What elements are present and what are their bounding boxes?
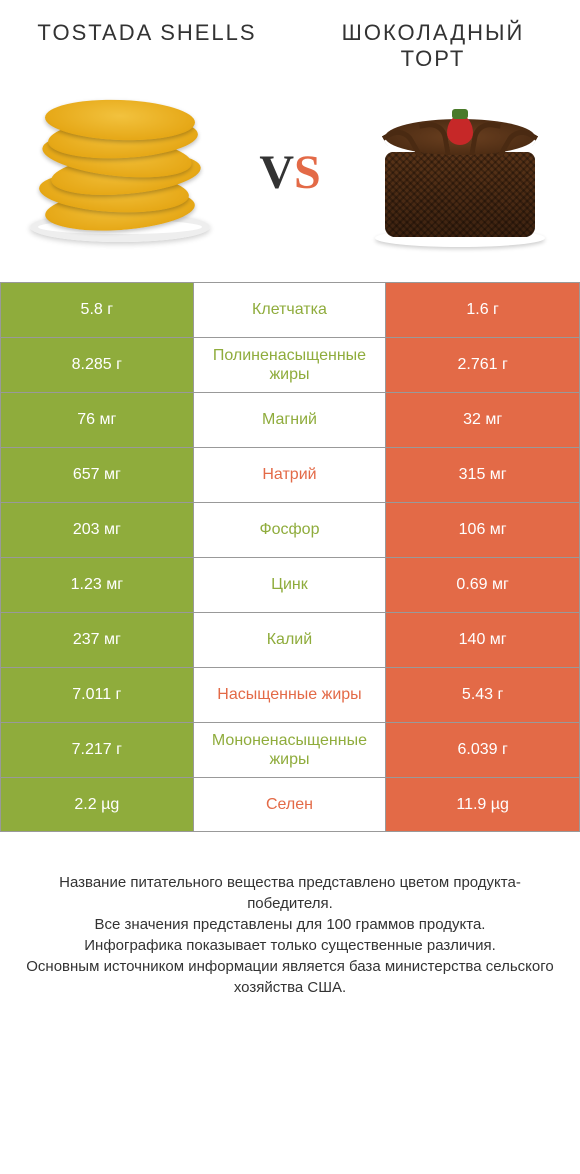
title-left: TOSTADA SHELLS: [30, 20, 264, 72]
cell-nutrient-label: Натрий: [194, 448, 387, 502]
table-row: 8.285 гПолиненасыщенные жиры2.761 г: [1, 337, 579, 392]
table-row: 657 мгНатрий315 мг: [1, 447, 579, 502]
table-row: 7.011 гНасыщенные жиры5.43 г: [1, 667, 579, 722]
cell-left-value: 5.8 г: [1, 283, 194, 337]
cell-nutrient-label: Клетчатка: [194, 283, 387, 337]
cell-left-value: 2.2 µg: [1, 778, 194, 831]
cell-nutrient-label: Мононенасыщенные жиры: [194, 723, 387, 777]
cell-right-value: 2.761 г: [386, 338, 579, 392]
table-row: 2.2 µgСелен11.9 µg: [1, 777, 579, 832]
cell-left-value: 7.217 г: [1, 723, 194, 777]
title-right: ШОКОЛАДНЫЙ ТОРТ: [316, 20, 550, 72]
cell-nutrient-label: Селен: [194, 778, 387, 831]
table-row: 1.23 мгЦинк0.69 мг: [1, 557, 579, 612]
vs-s: S: [294, 146, 321, 199]
cell-right-value: 6.039 г: [386, 723, 579, 777]
cell-nutrient-label: Калий: [194, 613, 387, 667]
cell-left-value: 237 мг: [1, 613, 194, 667]
cell-nutrient-label: Магний: [194, 393, 387, 447]
images-row: VS: [0, 82, 580, 282]
footer: Название питательного вещества представл…: [0, 832, 580, 998]
footer-line: Все значения представлены для 100 граммо…: [20, 914, 560, 935]
table-row: 5.8 гКлетчатка1.6 г: [1, 282, 579, 337]
table-row: 237 мгКалий140 мг: [1, 612, 579, 667]
table-row: 7.217 гМононенасыщенные жиры6.039 г: [1, 722, 579, 777]
cake-illustration: [370, 92, 550, 252]
cell-right-value: 5.43 г: [386, 668, 579, 722]
footer-line: Инфографика показывает только существенн…: [20, 935, 560, 956]
cell-right-value: 1.6 г: [386, 283, 579, 337]
cell-left-value: 203 мг: [1, 503, 194, 557]
vs-v: V: [259, 146, 294, 199]
vs-label: VS: [259, 145, 320, 200]
footer-line: Название питательного вещества представл…: [20, 872, 560, 914]
cell-left-value: 8.285 г: [1, 338, 194, 392]
cell-nutrient-label: Цинк: [194, 558, 387, 612]
header: TOSTADA SHELLS ШОКОЛАДНЫЙ ТОРТ: [0, 0, 580, 82]
cell-nutrient-label: Полиненасыщенные жиры: [194, 338, 387, 392]
cell-right-value: 140 мг: [386, 613, 579, 667]
table-row: 76 мгМагний32 мг: [1, 392, 579, 447]
cell-right-value: 0.69 мг: [386, 558, 579, 612]
cell-right-value: 11.9 µg: [386, 778, 579, 831]
cell-right-value: 32 мг: [386, 393, 579, 447]
cell-left-value: 1.23 мг: [1, 558, 194, 612]
cell-left-value: 76 мг: [1, 393, 194, 447]
tostada-illustration: [30, 92, 210, 252]
cell-left-value: 7.011 г: [1, 668, 194, 722]
cell-left-value: 657 мг: [1, 448, 194, 502]
footer-line: Основным источником информации является …: [20, 956, 560, 998]
cell-right-value: 106 мг: [386, 503, 579, 557]
cell-nutrient-label: Фосфор: [194, 503, 387, 557]
cell-right-value: 315 мг: [386, 448, 579, 502]
table-row: 203 мгФосфор106 мг: [1, 502, 579, 557]
cell-nutrient-label: Насыщенные жиры: [194, 668, 387, 722]
comparison-table: 5.8 гКлетчатка1.6 г8.285 гПолиненасыщенн…: [0, 282, 580, 832]
